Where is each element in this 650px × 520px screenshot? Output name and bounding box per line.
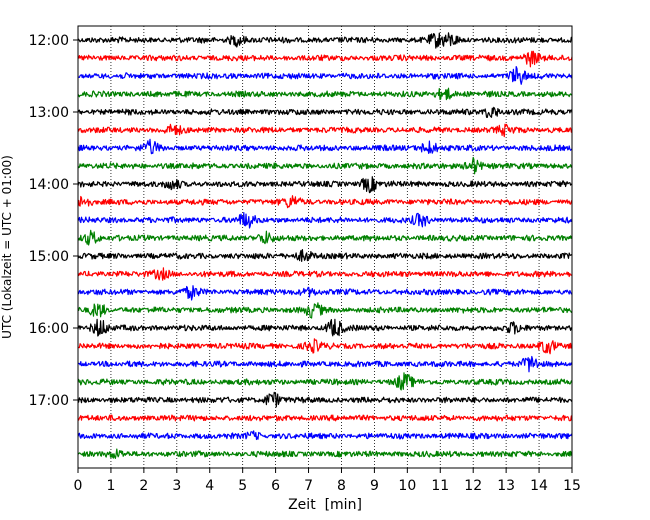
trace-line xyxy=(77,195,573,209)
plot-frame xyxy=(77,25,573,469)
y-tick-label: 17:00 xyxy=(29,393,69,409)
x-tick-label: 6 xyxy=(271,478,280,494)
trace-line xyxy=(77,138,573,155)
y-tick-label: 13:00 xyxy=(29,105,69,121)
x-tick-label: 12 xyxy=(464,478,482,494)
y-axis-ticks: 12:00 13:00 14:00 15:00 16:00 17:00 xyxy=(29,33,78,409)
x-tick-label: 1 xyxy=(106,478,115,494)
trace-line xyxy=(77,318,573,337)
trace-line xyxy=(77,414,573,422)
trace-line xyxy=(77,156,573,175)
y-tick-label: 12:00 xyxy=(29,33,69,49)
trace-line xyxy=(77,355,573,373)
trace-line xyxy=(77,50,573,68)
x-tick-label: 0 xyxy=(74,478,83,494)
x-tick-label: 4 xyxy=(205,478,214,494)
y-tick-label: 16:00 xyxy=(29,321,69,337)
x-tick-label: 7 xyxy=(304,478,313,494)
trace-line xyxy=(77,372,573,391)
trace-line xyxy=(77,338,573,355)
x-tick-label: 10 xyxy=(398,478,416,494)
y-tick-label: 15:00 xyxy=(29,249,69,265)
trace-line xyxy=(77,87,573,101)
x-tick-label: 5 xyxy=(238,478,247,494)
x-tick-label: 3 xyxy=(172,478,181,494)
y-axis-label: UTC (Lokalzeit = UTC + 01:00) xyxy=(0,155,14,339)
trace-line xyxy=(77,212,573,229)
x-tick-label: 9 xyxy=(370,478,379,494)
x-tick-label: 14 xyxy=(530,478,548,494)
trace-line xyxy=(77,229,573,246)
trace-line xyxy=(77,448,573,459)
x-tick-label: 8 xyxy=(337,478,346,494)
x-tick-label: 11 xyxy=(431,478,449,494)
seismogram-traces xyxy=(77,32,573,459)
trace-line xyxy=(78,302,573,319)
x-tick-label: 13 xyxy=(497,478,515,494)
x-tick-label: 2 xyxy=(139,478,148,494)
x-axis-ticks: 0 1 2 3 4 5 6 7 8 9 10 11 12 13 14 15 xyxy=(74,468,581,494)
trace-line xyxy=(77,106,573,118)
trace-line xyxy=(77,285,573,301)
trace-line xyxy=(77,123,573,138)
y-tick-label: 14:00 xyxy=(29,177,69,193)
x-tick-label: 15 xyxy=(563,478,581,494)
trace-line xyxy=(77,32,573,49)
trace-line xyxy=(77,267,573,281)
x-axis-label: Zeit [min] xyxy=(288,497,362,513)
trace-line xyxy=(77,66,573,85)
trace-line xyxy=(77,176,573,194)
trace-line xyxy=(77,249,573,262)
trace-line xyxy=(77,391,573,408)
trace-line xyxy=(77,430,573,441)
